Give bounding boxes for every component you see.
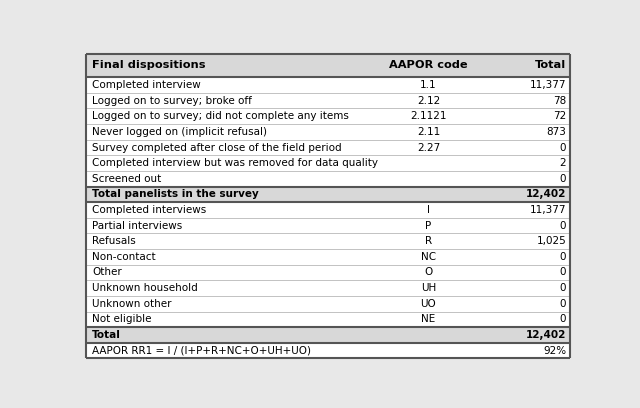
Text: I: I [427, 205, 430, 215]
Bar [86, 155, 570, 171]
Text: Screened out: Screened out [92, 174, 161, 184]
Text: 2.12: 2.12 [417, 95, 440, 106]
Bar [86, 249, 570, 265]
Text: Logged on to survey; broke off: Logged on to survey; broke off [92, 95, 252, 106]
Text: O: O [424, 268, 433, 277]
Bar [86, 312, 570, 327]
Bar [86, 93, 570, 109]
Text: 0: 0 [559, 283, 566, 293]
Text: NE: NE [421, 314, 436, 324]
Text: AAPOR code: AAPOR code [389, 60, 468, 71]
Bar [86, 202, 570, 218]
Text: 11,377: 11,377 [529, 205, 566, 215]
Text: 92%: 92% [543, 346, 566, 356]
Bar [86, 77, 570, 93]
Text: 0: 0 [559, 314, 566, 324]
Text: AAPOR RR1 = I / (I+P+R+NC+O+UH+UO): AAPOR RR1 = I / (I+P+R+NC+O+UH+UO) [92, 346, 311, 356]
Bar [86, 186, 570, 202]
Text: NC: NC [421, 252, 436, 262]
Text: Completed interviews: Completed interviews [92, 205, 206, 215]
Bar [86, 327, 570, 343]
Bar [86, 233, 570, 249]
Text: 78: 78 [553, 95, 566, 106]
Bar [86, 54, 570, 77]
Text: UH: UH [421, 283, 436, 293]
Text: Unknown other: Unknown other [92, 299, 172, 309]
Text: P: P [426, 221, 431, 231]
Bar [86, 265, 570, 280]
Text: Total: Total [92, 330, 121, 340]
Text: Final dispositions: Final dispositions [92, 60, 205, 71]
Text: Survey completed after close of the field period: Survey completed after close of the fiel… [92, 142, 342, 153]
Text: Unknown household: Unknown household [92, 283, 198, 293]
Text: 72: 72 [553, 111, 566, 121]
Text: 2: 2 [559, 158, 566, 168]
Text: 0: 0 [559, 221, 566, 231]
Text: 11,377: 11,377 [529, 80, 566, 90]
Text: 0: 0 [559, 142, 566, 153]
Text: 2.11: 2.11 [417, 127, 440, 137]
Text: Completed interview but was removed for data quality: Completed interview but was removed for … [92, 158, 378, 168]
Text: Refusals: Refusals [92, 236, 136, 246]
Text: 0: 0 [559, 299, 566, 309]
Text: 1.1: 1.1 [420, 80, 436, 90]
Text: Completed interview: Completed interview [92, 80, 201, 90]
Text: UO: UO [420, 299, 436, 309]
Bar [86, 140, 570, 155]
Bar [86, 218, 570, 233]
Text: 873: 873 [546, 127, 566, 137]
Text: Partial interviews: Partial interviews [92, 221, 182, 231]
Text: Never logged on (implicit refusal): Never logged on (implicit refusal) [92, 127, 267, 137]
Text: Other: Other [92, 268, 122, 277]
Text: Not eligible: Not eligible [92, 314, 152, 324]
Text: R: R [425, 236, 432, 246]
Bar [86, 171, 570, 186]
Text: Total panelists in the survey: Total panelists in the survey [92, 189, 259, 200]
Text: 12,402: 12,402 [525, 189, 566, 200]
Text: 2.1121: 2.1121 [410, 111, 447, 121]
Text: 2.27: 2.27 [417, 142, 440, 153]
Text: 1,025: 1,025 [536, 236, 566, 246]
Text: Logged on to survey; did not complete any items: Logged on to survey; did not complete an… [92, 111, 349, 121]
Text: 12,402: 12,402 [525, 330, 566, 340]
Text: Total: Total [535, 60, 566, 71]
Bar [86, 109, 570, 124]
Text: 0: 0 [559, 174, 566, 184]
Text: 0: 0 [559, 268, 566, 277]
Text: 0: 0 [559, 252, 566, 262]
Bar [86, 343, 570, 358]
Text: Non-contact: Non-contact [92, 252, 156, 262]
Bar [86, 124, 570, 140]
Bar [86, 296, 570, 312]
Bar [86, 280, 570, 296]
